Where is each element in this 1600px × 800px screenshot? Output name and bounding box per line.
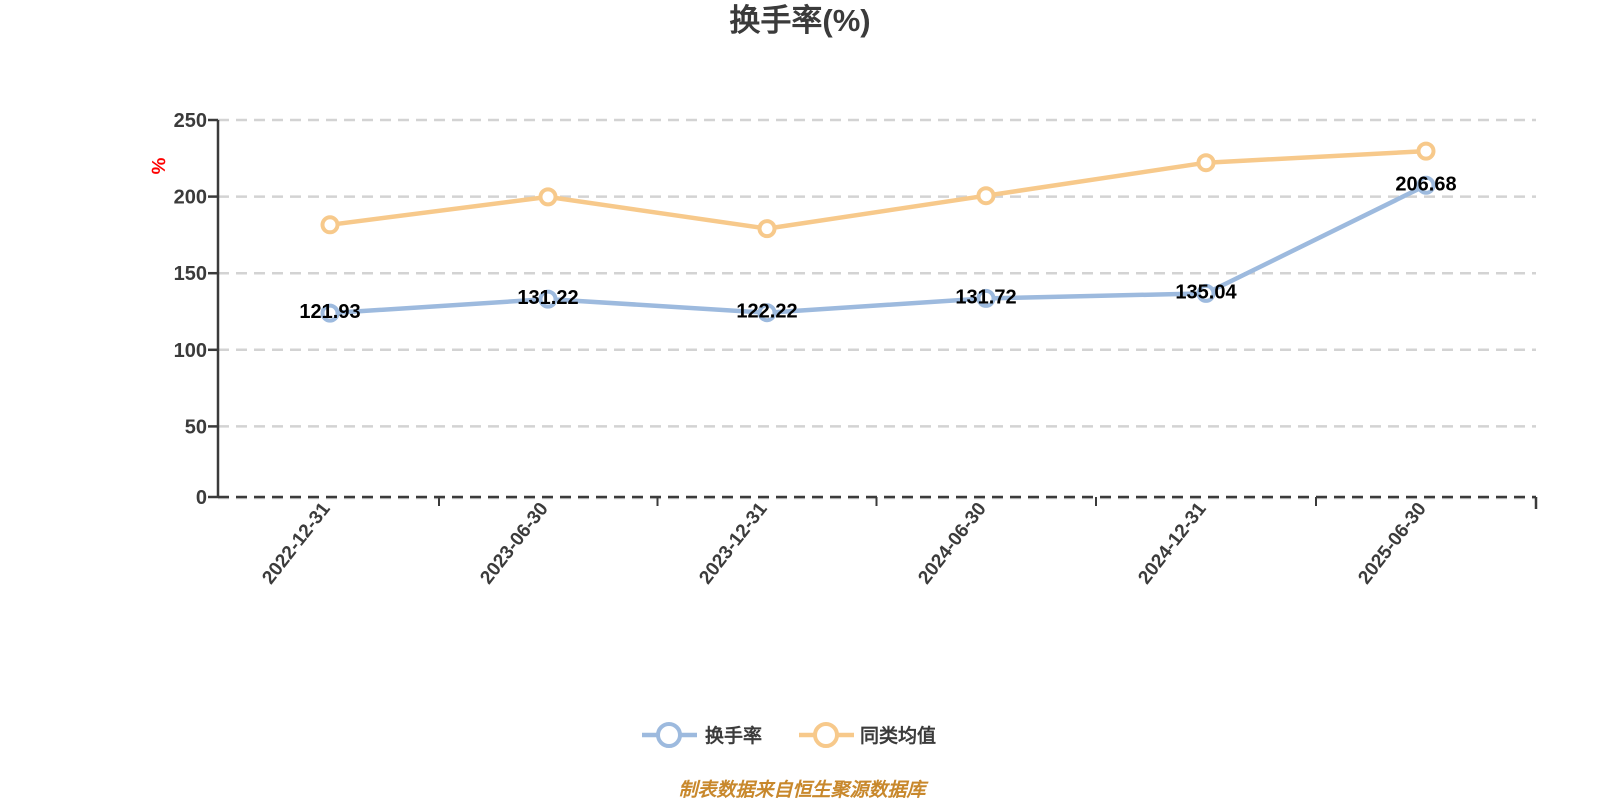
svg-text:%: %	[147, 157, 169, 175]
svg-text:2023-12-31: 2023-12-31	[695, 498, 772, 588]
svg-text:100: 100	[174, 340, 207, 362]
svg-text:2025-06-30: 2025-06-30	[1354, 499, 1430, 589]
svg-text:2022-12-31: 2022-12-31	[258, 498, 335, 588]
svg-text:换手率: 换手率	[705, 724, 762, 747]
svg-text:同类均值: 同类均值	[860, 724, 936, 747]
svg-text:121.93: 121.93	[299, 301, 360, 323]
svg-text:制表数据来自恒生聚源数据库: 制表数据来自恒生聚源数据库	[678, 779, 929, 800]
svg-text:2023-06-30: 2023-06-30	[476, 499, 552, 589]
svg-text:50: 50	[185, 416, 207, 438]
svg-text:150: 150	[174, 263, 207, 285]
svg-text:135.04: 135.04	[1175, 282, 1237, 304]
svg-text:122.22: 122.22	[736, 301, 797, 323]
svg-text:换手率(%): 换手率(%)	[729, 3, 870, 38]
svg-text:0: 0	[196, 487, 207, 509]
svg-text:131.72: 131.72	[955, 287, 1016, 309]
svg-text:206.68: 206.68	[1395, 174, 1456, 196]
svg-text:2024-06-30: 2024-06-30	[914, 499, 990, 589]
svg-text:131.22: 131.22	[517, 287, 578, 309]
svg-text:2024-12-31: 2024-12-31	[1134, 498, 1211, 588]
svg-text:250: 250	[174, 110, 207, 132]
svg-text:200: 200	[174, 187, 207, 209]
